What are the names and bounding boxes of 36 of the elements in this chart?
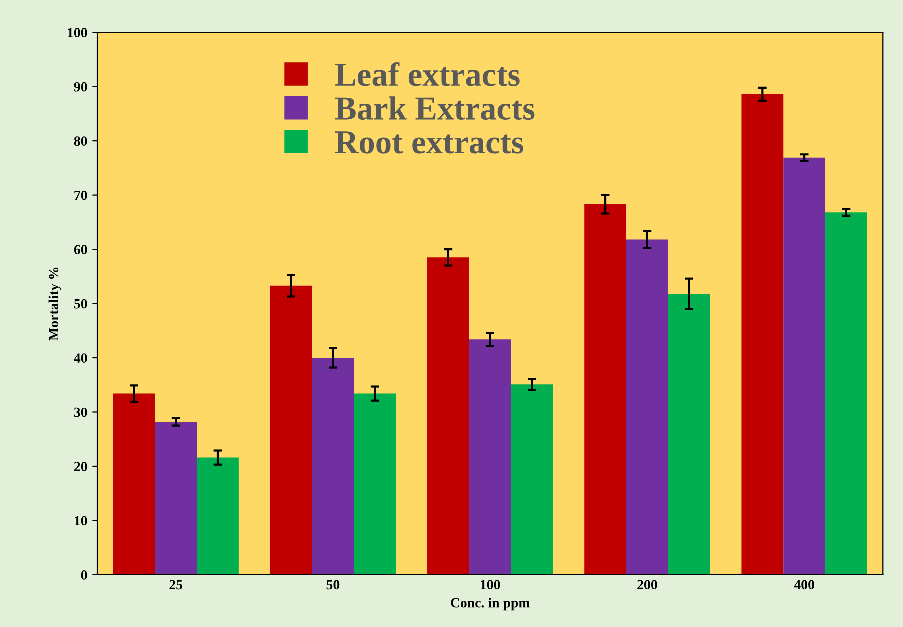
y-tick-label: 40	[74, 354, 88, 363]
bar	[113, 394, 156, 575]
bar	[584, 204, 626, 575]
legend-label: Leaf extracts	[335, 62, 520, 86]
bar	[197, 458, 239, 575]
x-tick-label: 50	[326, 580, 340, 590]
bar	[668, 294, 710, 575]
bar	[312, 358, 354, 575]
y-tick-label: 10	[75, 516, 88, 526]
y-tick-label: 60	[74, 245, 88, 254]
x-tick-label: 25	[170, 580, 183, 590]
y-tick-label: 50	[74, 299, 88, 309]
bar	[742, 94, 784, 575]
bar	[511, 384, 554, 575]
bar	[784, 158, 826, 575]
bar	[469, 340, 512, 575]
x-axis-title: Conc. in ppm	[451, 598, 530, 611]
x-tick-label: 200	[638, 580, 658, 590]
y-tick-label: 20	[74, 462, 88, 472]
bar	[427, 258, 470, 575]
x-tick-label: 100	[481, 580, 500, 590]
y-tick-label: 80	[74, 136, 88, 146]
legend-label: Bark Extracts	[335, 96, 535, 120]
x-tick-label: 400	[794, 580, 814, 590]
bar	[626, 240, 668, 575]
legend-label: Root extracts	[335, 132, 524, 154]
y-axis-title: Mortality %	[48, 268, 62, 341]
y-tick-label: 30	[74, 408, 88, 418]
y-tick-label: 100	[68, 28, 88, 38]
bar	[354, 394, 396, 575]
bar	[826, 212, 868, 575]
y-tick-label: 0	[81, 570, 88, 580]
bar	[155, 422, 198, 575]
y-tick-label: 90	[74, 82, 88, 92]
bar	[270, 286, 312, 575]
y-tick-label: 70	[74, 190, 88, 200]
